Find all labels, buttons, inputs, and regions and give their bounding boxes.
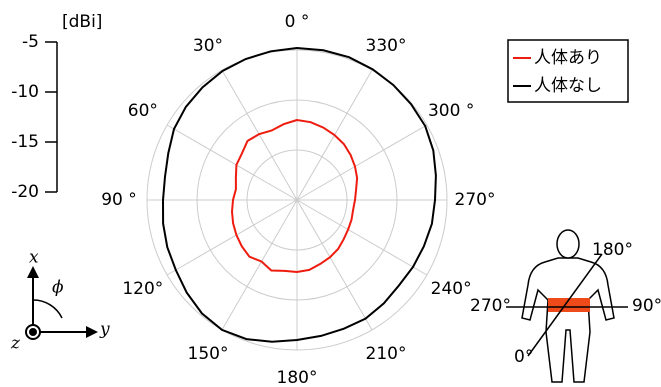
unit-label: [dBi] (62, 12, 102, 32)
theta-label: 120° (122, 279, 163, 299)
theta-label: 90 ° (101, 190, 137, 210)
scale-label: -10 (11, 82, 39, 102)
grid-spoke (167, 125, 297, 200)
axis-x: x (29, 248, 39, 268)
inset-label: 180° (592, 240, 633, 260)
scale-label: -20 (11, 182, 39, 202)
legend-label: 人体あり (534, 48, 602, 68)
inset-label: 0° (514, 347, 533, 367)
theta-label: 0 ° (285, 12, 310, 32)
theta-label: 300 ° (428, 101, 474, 121)
theta-label: 150° (188, 344, 229, 364)
theta-label: 180° (277, 368, 318, 387)
grid-spoke (297, 200, 427, 275)
axis-phi: ϕ (52, 278, 64, 298)
axis-y: y (99, 320, 110, 340)
theta-label: 60° (128, 101, 158, 121)
theta-label: 30° (193, 36, 223, 56)
grid-spoke (297, 200, 372, 330)
theta-label: 270° (455, 190, 496, 210)
grid-spoke (297, 125, 427, 200)
inset-label: 90° (632, 296, 661, 316)
inset-label: 270° (470, 296, 511, 316)
scale-label: -5 (22, 32, 39, 52)
legend-label: 人体なし (534, 76, 602, 96)
axis-z: z (10, 334, 21, 354)
theta-label: 240° (431, 279, 472, 299)
scale-label: -15 (11, 132, 39, 152)
chart: [dBi] x y z ϕ 180° 270° 90° 0° -5 -10 -15 -… (0, 0, 661, 387)
theta-label: 210° (366, 344, 407, 364)
theta-label: 330° (366, 36, 407, 56)
